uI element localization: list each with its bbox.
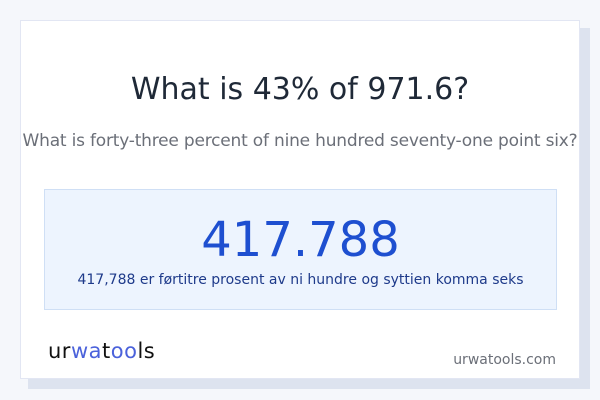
result-words: 417,788 er førtitre prosent av ni hundre…	[77, 272, 524, 288]
result-box: 417.788 417,788 er førtitre prosent av n…	[44, 189, 557, 310]
site-url: urwatools.com	[453, 352, 556, 368]
urwatools-logo: urwatools	[48, 339, 156, 363]
result-value: 417.788	[201, 212, 400, 268]
page-title: What is 43% of 971.6?	[130, 72, 470, 107]
page-subtitle: What is forty-three percent of nine hund…	[22, 131, 578, 151]
